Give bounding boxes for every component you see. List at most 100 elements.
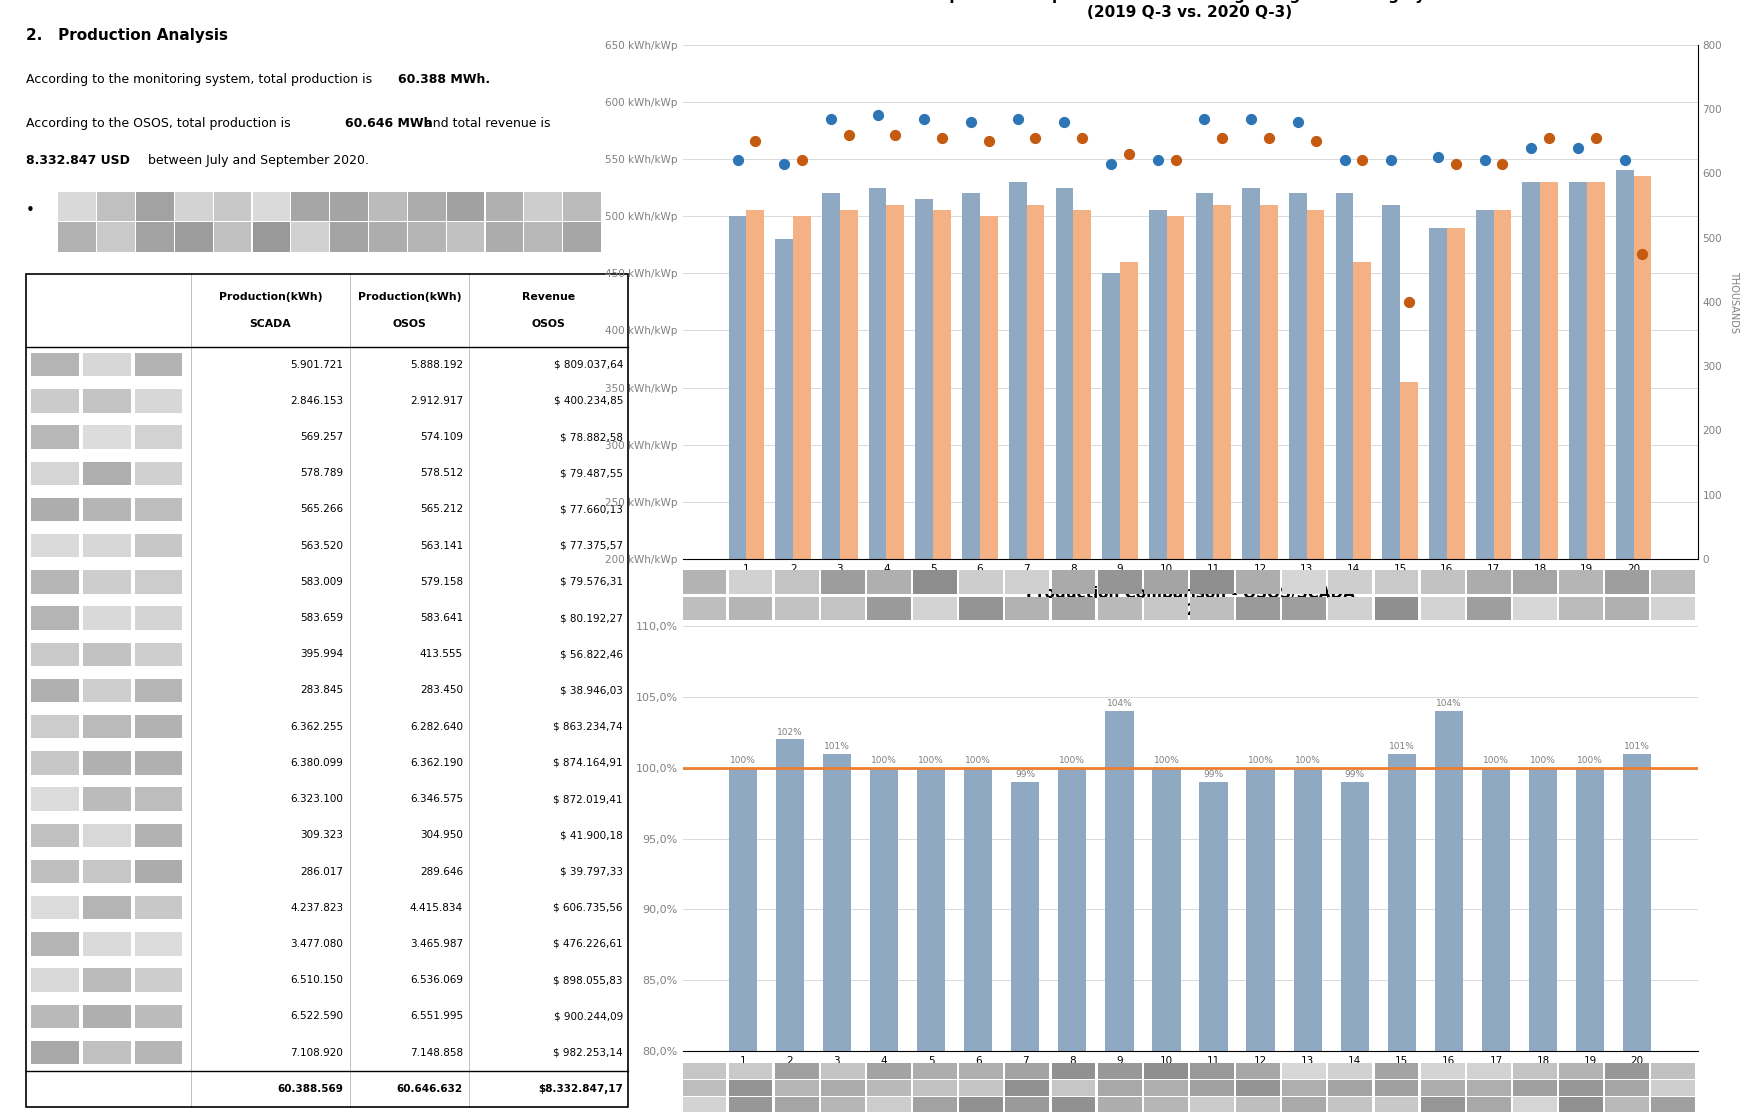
Point — [1237, 110, 1265, 127]
FancyBboxPatch shape — [728, 1063, 772, 1079]
Text: 5.888.192: 5.888.192 — [410, 360, 464, 370]
FancyBboxPatch shape — [135, 534, 182, 558]
FancyBboxPatch shape — [1466, 1080, 1510, 1096]
FancyBboxPatch shape — [135, 824, 182, 847]
FancyBboxPatch shape — [914, 1097, 957, 1112]
FancyBboxPatch shape — [82, 860, 131, 883]
Text: 8.332.847 USD: 8.332.847 USD — [26, 154, 130, 168]
FancyBboxPatch shape — [564, 191, 600, 221]
Bar — [933, 210, 950, 787]
FancyBboxPatch shape — [31, 462, 79, 485]
FancyBboxPatch shape — [485, 191, 523, 221]
Text: 60.388.569: 60.388.569 — [276, 1083, 343, 1093]
Text: 100%: 100% — [1577, 756, 1603, 765]
Point — [1395, 293, 1423, 311]
Text: 578.512: 578.512 — [420, 468, 464, 479]
FancyBboxPatch shape — [135, 643, 182, 666]
FancyBboxPatch shape — [135, 679, 182, 702]
FancyBboxPatch shape — [1283, 1063, 1326, 1079]
FancyBboxPatch shape — [1559, 570, 1603, 594]
Bar — [980, 216, 997, 787]
Text: 100%: 100% — [1530, 756, 1556, 765]
Bar — [1430, 228, 1447, 787]
FancyBboxPatch shape — [1052, 1097, 1096, 1112]
Bar — [1353, 262, 1372, 787]
FancyBboxPatch shape — [1144, 570, 1188, 594]
FancyBboxPatch shape — [1652, 1080, 1696, 1096]
FancyBboxPatch shape — [135, 968, 182, 992]
Text: $ 606.735,56: $ 606.735,56 — [553, 902, 623, 912]
FancyBboxPatch shape — [1374, 597, 1419, 620]
FancyBboxPatch shape — [31, 606, 79, 629]
Point — [1470, 151, 1498, 169]
FancyBboxPatch shape — [135, 860, 182, 883]
FancyBboxPatch shape — [682, 1063, 726, 1079]
FancyBboxPatch shape — [82, 606, 131, 629]
FancyBboxPatch shape — [682, 1097, 726, 1112]
FancyBboxPatch shape — [369, 222, 406, 252]
FancyBboxPatch shape — [1559, 597, 1603, 620]
FancyBboxPatch shape — [959, 1063, 1003, 1079]
Point — [1348, 151, 1376, 169]
Point — [1190, 110, 1218, 127]
FancyBboxPatch shape — [1328, 570, 1372, 594]
Text: $ 809.037,64: $ 809.037,64 — [553, 360, 623, 370]
FancyBboxPatch shape — [485, 222, 523, 252]
FancyBboxPatch shape — [82, 643, 131, 666]
FancyBboxPatch shape — [1652, 1097, 1696, 1112]
Text: $ 982.253,14: $ 982.253,14 — [553, 1048, 623, 1058]
Point — [1302, 132, 1330, 150]
Text: $8.332.847,17: $8.332.847,17 — [537, 1083, 623, 1093]
Text: $ 79.487,55: $ 79.487,55 — [560, 468, 623, 479]
Point — [882, 126, 910, 144]
Text: OSOS: OSOS — [532, 319, 565, 329]
Point — [1610, 151, 1638, 169]
FancyBboxPatch shape — [31, 389, 79, 413]
Text: 6.380.099: 6.380.099 — [290, 758, 343, 768]
Text: 574.109: 574.109 — [420, 432, 464, 442]
FancyBboxPatch shape — [1421, 597, 1465, 620]
FancyBboxPatch shape — [728, 597, 772, 620]
FancyBboxPatch shape — [1190, 1097, 1234, 1112]
Point — [1162, 151, 1190, 169]
Text: 283.450: 283.450 — [420, 685, 464, 695]
Bar — [1213, 205, 1230, 787]
Text: 2.912.917: 2.912.917 — [410, 396, 464, 406]
FancyBboxPatch shape — [821, 570, 864, 594]
Bar — [1447, 228, 1465, 787]
FancyBboxPatch shape — [866, 597, 912, 620]
Text: OSOS: OSOS — [392, 319, 427, 329]
FancyBboxPatch shape — [1652, 597, 1696, 620]
Text: 6.362.190: 6.362.190 — [410, 758, 464, 768]
FancyBboxPatch shape — [82, 425, 131, 448]
Bar — [1633, 177, 1652, 787]
FancyBboxPatch shape — [31, 968, 79, 992]
Text: Revenue: Revenue — [522, 292, 576, 302]
FancyBboxPatch shape — [31, 353, 79, 377]
FancyBboxPatch shape — [682, 1080, 726, 1096]
Point — [1377, 151, 1405, 169]
Point — [863, 106, 891, 124]
Text: 4.237.823: 4.237.823 — [290, 902, 343, 912]
Point — [835, 126, 863, 144]
Text: 563.141: 563.141 — [420, 541, 464, 551]
Point — [957, 113, 985, 131]
Point — [1208, 129, 1236, 146]
Text: 7.108.920: 7.108.920 — [290, 1048, 343, 1058]
FancyBboxPatch shape — [31, 679, 79, 702]
FancyBboxPatch shape — [866, 1080, 912, 1096]
Text: between July and September 2020.: between July and September 2020. — [144, 154, 369, 168]
Text: 565.266: 565.266 — [299, 504, 343, 514]
Bar — [1106, 711, 1134, 1051]
Bar — [1260, 205, 1278, 787]
FancyBboxPatch shape — [1236, 1097, 1279, 1112]
FancyBboxPatch shape — [914, 570, 957, 594]
FancyBboxPatch shape — [1514, 1063, 1558, 1079]
Bar — [915, 199, 933, 787]
Point — [1284, 113, 1312, 131]
FancyBboxPatch shape — [1605, 1097, 1648, 1112]
Text: $ 56.822,46: $ 56.822,46 — [560, 650, 623, 660]
FancyBboxPatch shape — [866, 570, 912, 594]
FancyBboxPatch shape — [775, 1063, 819, 1079]
Text: 60.388 MWh.: 60.388 MWh. — [399, 73, 490, 86]
